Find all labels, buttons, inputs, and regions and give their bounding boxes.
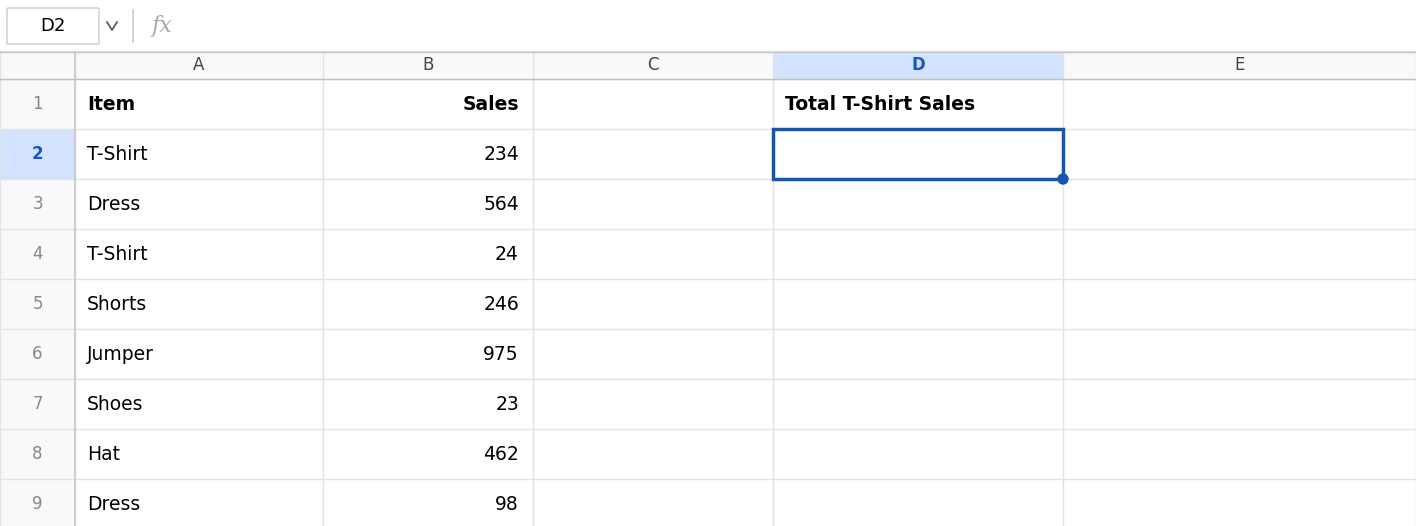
Text: 98: 98 <box>496 494 520 513</box>
Bar <box>75 479 323 526</box>
Bar <box>1063 229 1416 279</box>
Text: Dress: Dress <box>86 494 140 513</box>
Bar <box>773 279 1063 329</box>
Text: C: C <box>647 56 658 75</box>
Bar <box>0 52 1416 79</box>
Text: 5: 5 <box>33 295 42 313</box>
Bar <box>75 379 323 429</box>
Bar <box>0 429 75 479</box>
Bar <box>773 179 1063 229</box>
Bar <box>0 479 75 526</box>
Bar <box>532 229 773 279</box>
Bar <box>0 0 1416 52</box>
Bar <box>532 129 773 179</box>
Text: fx: fx <box>152 15 171 37</box>
Text: Hat: Hat <box>86 444 120 463</box>
Bar <box>323 129 532 179</box>
Bar <box>323 79 532 129</box>
Bar <box>0 329 75 379</box>
Bar <box>773 329 1063 379</box>
Bar <box>0 129 75 179</box>
Text: 246: 246 <box>483 295 520 313</box>
Text: T-Shirt: T-Shirt <box>86 245 147 264</box>
Text: 9: 9 <box>33 495 42 513</box>
Bar <box>532 479 773 526</box>
Bar <box>0 179 75 229</box>
Bar <box>773 79 1063 129</box>
Bar <box>773 52 1063 79</box>
Bar <box>1063 79 1416 129</box>
Bar <box>0 279 75 329</box>
Text: D: D <box>910 56 925 75</box>
Bar <box>75 79 323 129</box>
Bar <box>773 479 1063 526</box>
Bar <box>75 329 323 379</box>
Bar <box>532 79 773 129</box>
Text: Total T-Shirt Sales: Total T-Shirt Sales <box>784 95 976 114</box>
Bar <box>773 129 1063 179</box>
Text: 24: 24 <box>496 245 520 264</box>
Bar <box>532 279 773 329</box>
Text: Sales: Sales <box>463 95 520 114</box>
Text: A: A <box>194 56 205 75</box>
Bar <box>0 379 75 429</box>
Bar <box>323 279 532 329</box>
Bar <box>773 229 1063 279</box>
Bar <box>323 329 532 379</box>
Bar <box>75 429 323 479</box>
Text: 975: 975 <box>483 345 520 363</box>
Text: 7: 7 <box>33 395 42 413</box>
Bar <box>532 429 773 479</box>
Text: Dress: Dress <box>86 195 140 214</box>
Text: Shoes: Shoes <box>86 394 143 413</box>
Bar <box>1063 479 1416 526</box>
Bar <box>75 279 323 329</box>
Text: 4: 4 <box>33 245 42 263</box>
Text: 6: 6 <box>33 345 42 363</box>
Bar <box>75 129 323 179</box>
Text: 234: 234 <box>483 145 520 164</box>
Text: 462: 462 <box>483 444 520 463</box>
Bar <box>532 179 773 229</box>
Text: D2: D2 <box>40 17 65 35</box>
FancyBboxPatch shape <box>7 8 99 44</box>
Text: 8: 8 <box>33 445 42 463</box>
Bar <box>0 79 75 129</box>
Text: Shorts: Shorts <box>86 295 147 313</box>
Bar <box>1063 279 1416 329</box>
Circle shape <box>1058 174 1068 184</box>
Text: Jumper: Jumper <box>86 345 154 363</box>
Bar <box>532 379 773 429</box>
Bar <box>323 429 532 479</box>
Bar <box>1063 379 1416 429</box>
Text: 564: 564 <box>483 195 520 214</box>
Text: T-Shirt: T-Shirt <box>86 145 147 164</box>
Bar <box>773 129 1063 179</box>
Bar <box>1063 429 1416 479</box>
Bar <box>75 229 323 279</box>
Text: Item: Item <box>86 95 135 114</box>
Bar <box>75 179 323 229</box>
Bar <box>532 329 773 379</box>
Text: E: E <box>1235 56 1245 75</box>
Bar <box>1063 329 1416 379</box>
Bar <box>323 379 532 429</box>
Bar <box>1063 129 1416 179</box>
Text: B: B <box>422 56 433 75</box>
Bar <box>773 429 1063 479</box>
Bar <box>773 379 1063 429</box>
Bar <box>0 229 75 279</box>
Text: 3: 3 <box>33 195 42 213</box>
Bar <box>323 479 532 526</box>
Text: 2: 2 <box>31 145 44 163</box>
Text: 1: 1 <box>33 95 42 113</box>
Bar <box>1063 179 1416 229</box>
Bar <box>323 179 532 229</box>
Bar <box>323 229 532 279</box>
Text: 23: 23 <box>496 394 520 413</box>
